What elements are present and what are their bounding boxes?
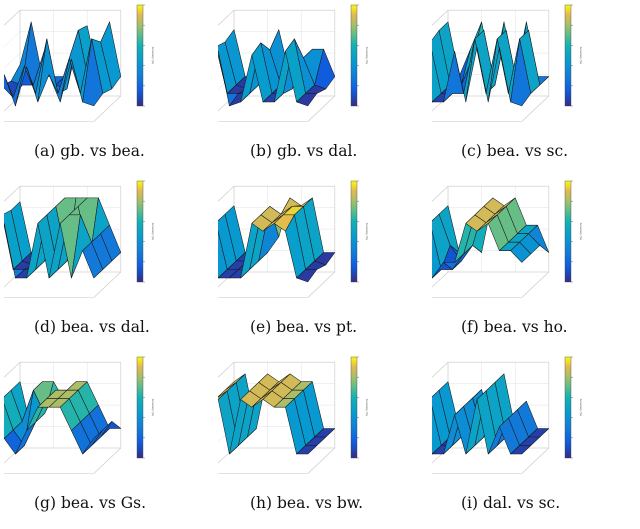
surface-plot-svg: Accuracy (%)	[218, 4, 369, 122]
surface-plot-panel: Accuracy (%)	[432, 0, 637, 140]
colorbar	[136, 356, 144, 459]
colorbar-label: Accuracy (%)	[151, 223, 155, 240]
surface-plot-panel: Accuracy (%)	[218, 0, 423, 140]
colorbar-label: Accuracy (%)	[365, 399, 369, 416]
surface-plot-svg: Accuracy (%)	[432, 356, 583, 474]
surface-plot-panel: Accuracy (%)	[4, 352, 209, 492]
subfigure-caption: (a) gb. vs bea.	[34, 142, 145, 160]
colorbar-label: Accuracy (%)	[365, 47, 369, 64]
surface-mesh	[4, 197, 122, 279]
surface-plot-panel: Accuracy (%)	[218, 352, 423, 492]
subfigure-caption: (g) bea. vs Gs.	[34, 494, 147, 512]
subfigure-caption: (h) bea. vs bw.	[250, 494, 364, 512]
colorbar-label: Accuracy (%)	[365, 223, 369, 240]
subfigure-caption: (d) bea. vs dal.	[34, 318, 150, 336]
colorbar	[136, 4, 144, 107]
colorbar	[350, 180, 358, 283]
colorbar-label: Accuracy (%)	[579, 399, 583, 416]
surface-mesh	[432, 373, 550, 455]
surface-plot-svg: Accuracy (%)	[4, 180, 155, 298]
colorbar	[350, 356, 358, 459]
surface-plot-svg: Accuracy (%)	[432, 180, 583, 298]
surface-mesh	[4, 381, 122, 455]
surface-mesh	[218, 29, 336, 107]
colorbar	[564, 180, 572, 283]
surface-mesh	[432, 197, 550, 279]
surface-plot-svg: Accuracy (%)	[4, 356, 155, 474]
surface-plot-svg: Accuracy (%)	[218, 180, 369, 298]
colorbar	[350, 4, 358, 107]
subfigure-caption: (b) gb. vs dal.	[250, 142, 358, 160]
surface-patch	[82, 429, 104, 455]
surface-patch	[296, 269, 318, 283]
surface-plot-panel: Accuracy (%)	[4, 0, 209, 140]
surface-patch	[82, 38, 104, 107]
surface-mesh	[4, 21, 122, 107]
surface-plot-svg: Accuracy (%)	[218, 356, 369, 474]
colorbar-label: Accuracy (%)	[579, 47, 583, 64]
surface-mesh	[218, 197, 336, 283]
surface-plot-panel: Accuracy (%)	[4, 176, 209, 316]
colorbar	[136, 180, 144, 283]
surface-patch	[510, 445, 532, 455]
surface-patch	[510, 38, 532, 107]
subfigure-caption: (f) bea. vs ho.	[461, 318, 568, 336]
subfigure-caption: (c) bea. vs sc.	[461, 142, 569, 160]
surface-plot-panel: Accuracy (%)	[218, 176, 423, 316]
surface-plot-panel: Accuracy (%)	[432, 176, 637, 316]
surface-patch	[510, 241, 532, 263]
colorbar-label: Accuracy (%)	[151, 47, 155, 64]
colorbar-label: Accuracy (%)	[151, 399, 155, 416]
colorbar	[564, 356, 572, 459]
surface-mesh	[432, 21, 550, 107]
surface-mesh	[218, 373, 336, 455]
surface-plot-svg: Accuracy (%)	[432, 4, 583, 122]
surface-plot-panel: Accuracy (%)	[432, 352, 637, 492]
surface-patch	[296, 93, 318, 107]
colorbar-label: Accuracy (%)	[579, 223, 583, 240]
colorbar	[564, 4, 572, 107]
surface-patch	[296, 445, 318, 455]
surface-plot-svg: Accuracy (%)	[4, 4, 155, 122]
surface-patch	[82, 241, 104, 279]
subfigure-caption: (i) dal. vs sc.	[461, 494, 561, 512]
subfigure-caption: (e) bea. vs pt.	[250, 318, 358, 336]
